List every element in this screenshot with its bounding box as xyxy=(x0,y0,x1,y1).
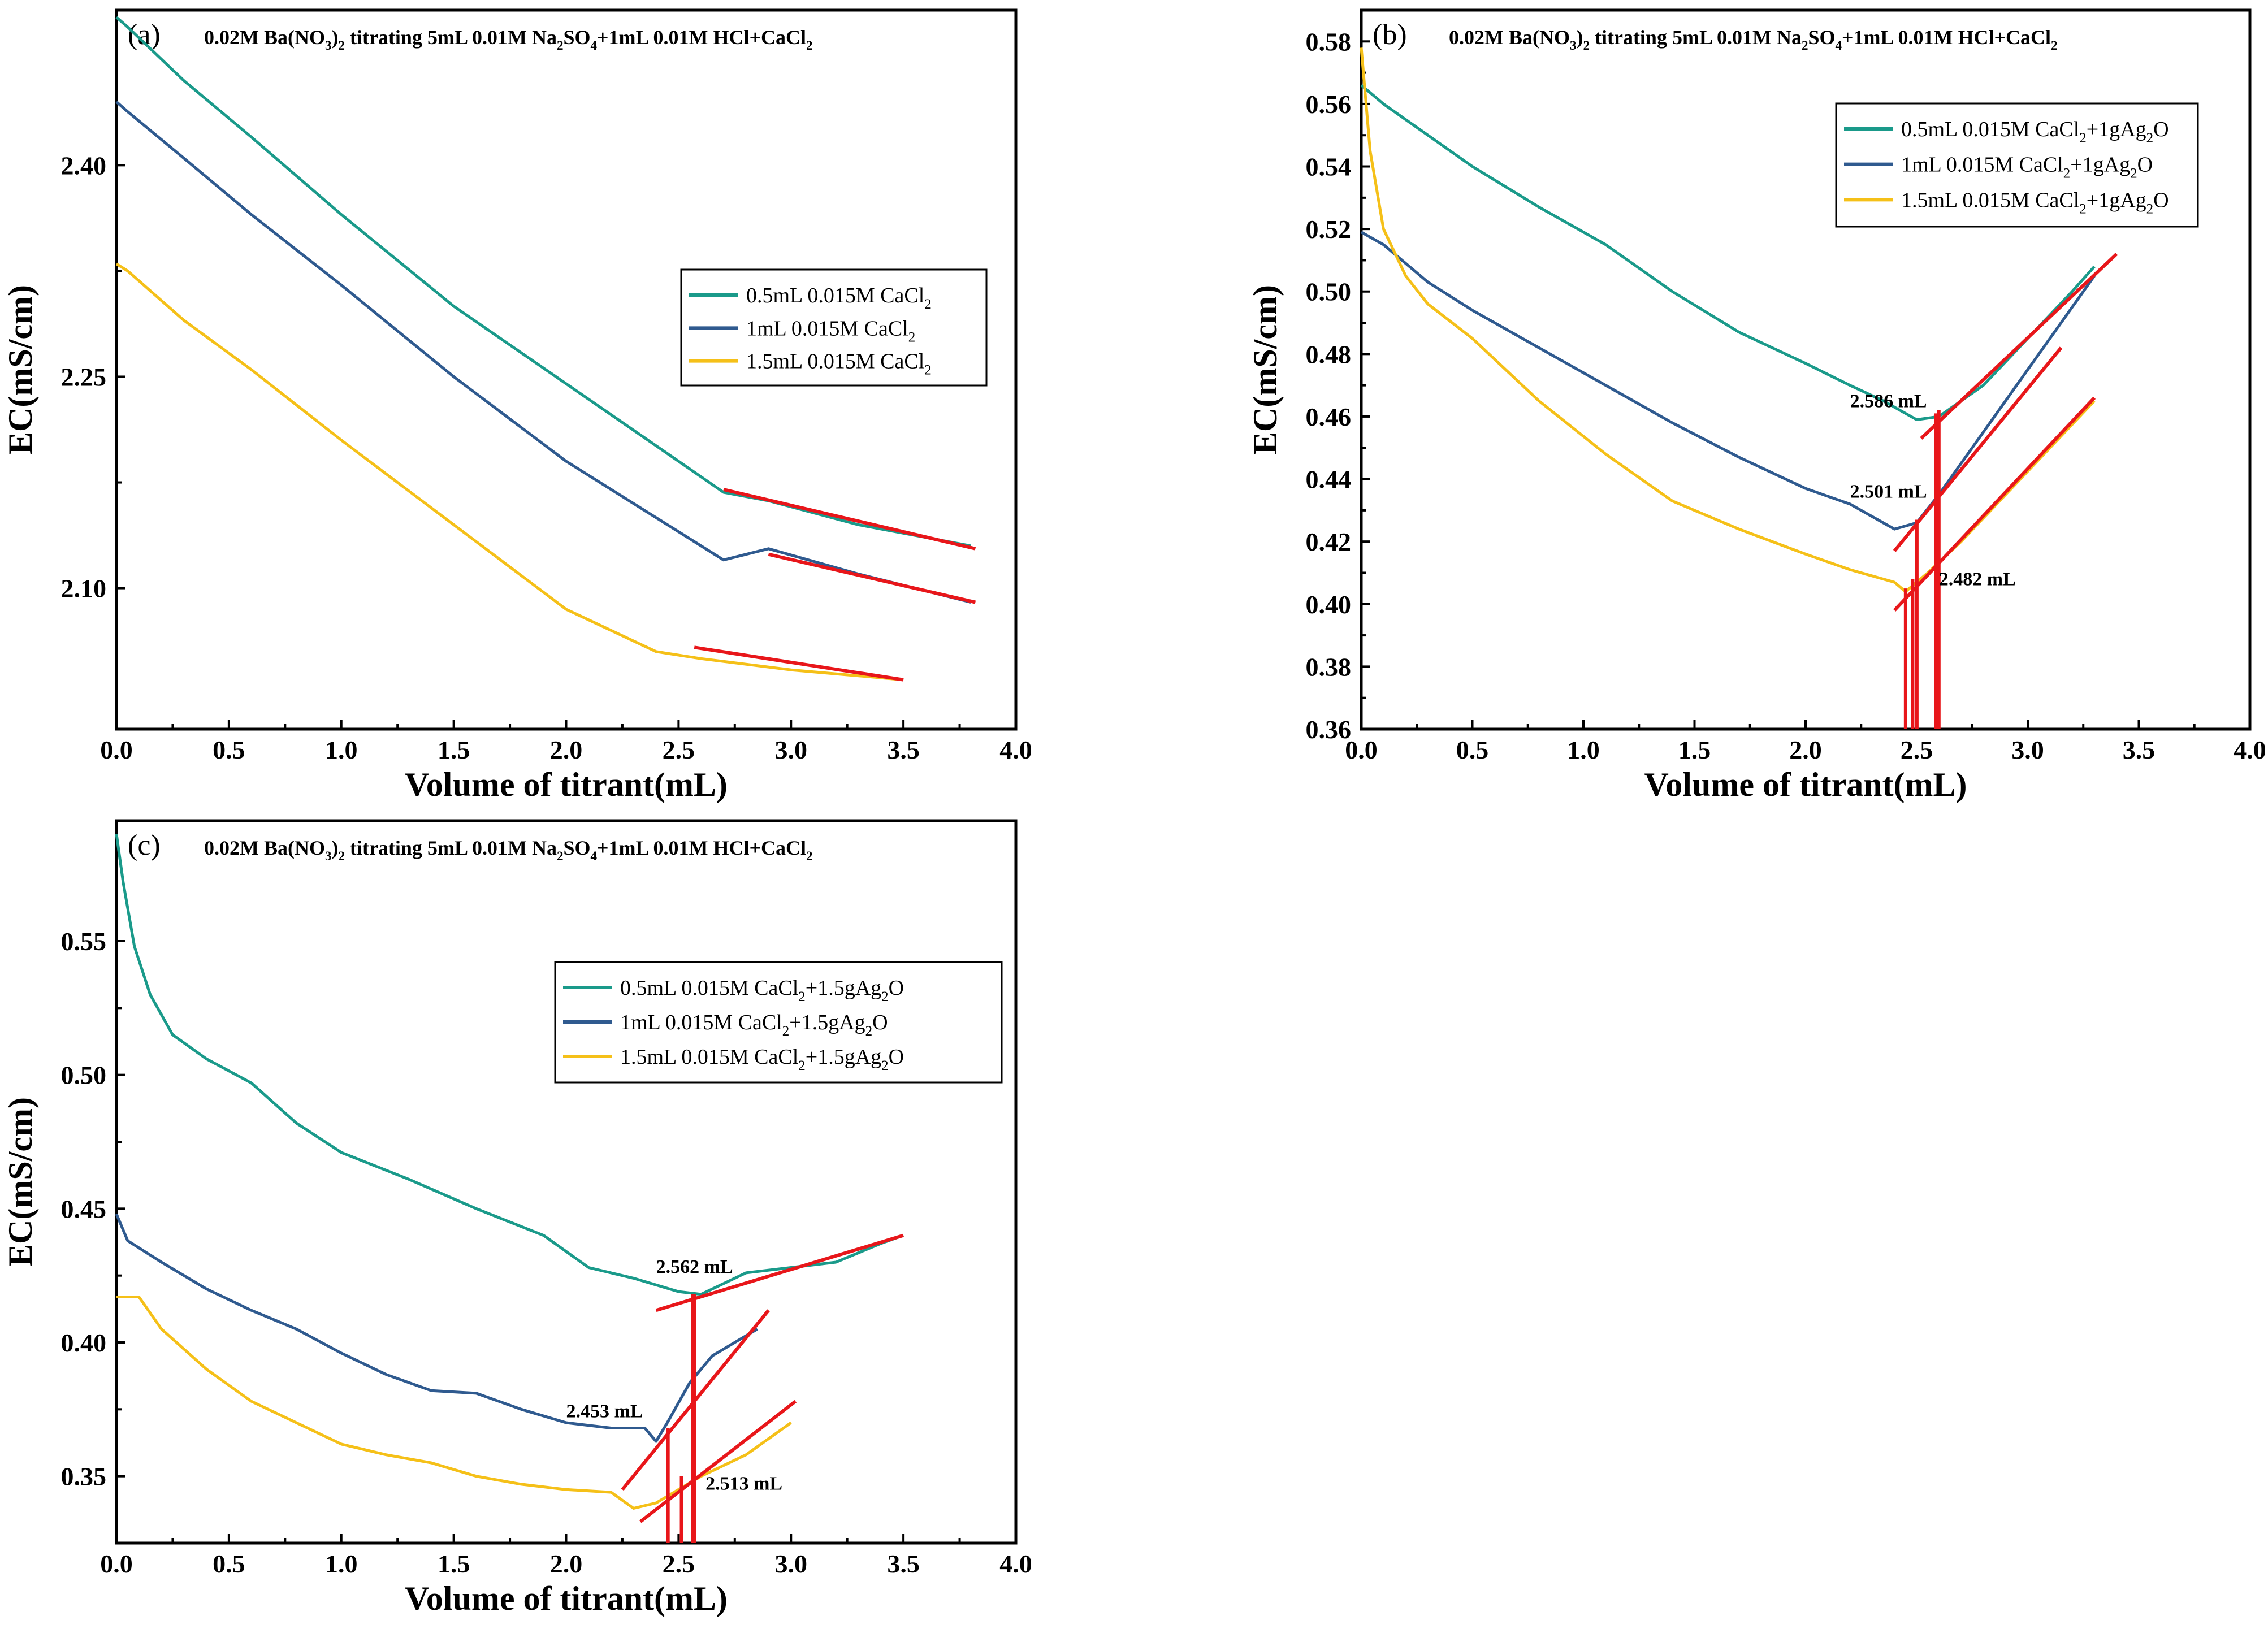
y-tick-label: 2.10 xyxy=(61,574,107,603)
x-tick-label: 2.5 xyxy=(663,735,695,764)
y-tick-label: 0.58 xyxy=(1306,27,1352,56)
fit-line-3 xyxy=(639,1400,797,1523)
x-tick-label: 0.5 xyxy=(213,1549,245,1578)
x-axis-title: Volume of titrant(mL) xyxy=(405,766,728,803)
legend-entry-1: 0.5mL 0.015M CaCl2+1gAg2O xyxy=(1901,118,2169,146)
x-tick-label: 2.5 xyxy=(1901,735,1933,764)
y-tick-label: 0.46 xyxy=(1306,402,1352,431)
endpoint-annotation-3: 2.513 mL xyxy=(705,1473,782,1494)
x-tick-label: 0.0 xyxy=(100,1549,133,1578)
y-tick-label: 0.40 xyxy=(61,1328,107,1357)
chart-panel-b: 0.0 0.5 1.0 1.5 2.0 2.5 3.0 3.5 4.0 0.36 0.38 0.40 0… xyxy=(1246,8,2266,803)
panel-title: 0.02M Ba(NO3)2 titrating 5mL 0.01M Na2SO… xyxy=(1449,26,2058,53)
endpoint-annotation-3: 2.482 mL xyxy=(1939,569,2016,590)
y-axis-title: EC(mS/cm) xyxy=(2,1097,39,1267)
chart-panel-c: 0.0 0.5 1.0 1.5 2.0 2.5 3.0 3.5 4.0 0.35 0.40 0.45 0… xyxy=(2,819,1032,1617)
legend-entry-3: 1.5mL 0.015M CaCl2+1.5gAg2O xyxy=(620,1045,904,1073)
x-tick-label: 1.0 xyxy=(1567,735,1600,764)
x-tick-label: 1.5 xyxy=(438,735,470,764)
x-tick-label: 4.0 xyxy=(2234,735,2266,764)
y-tick-label: 2.25 xyxy=(61,362,107,391)
x-tick-label: 3.0 xyxy=(775,735,808,764)
x-axis-title: Volume of titrant(mL) xyxy=(1644,766,1967,803)
legend-entry-1: 0.5mL 0.015M CaCl2+1.5gAg2O xyxy=(620,976,904,1004)
y-tick-label: 0.55 xyxy=(61,927,107,956)
legend-entry-2: 1mL 0.015M CaCl2+1.5gAg2O xyxy=(620,1011,888,1039)
x-tick-label: 4.0 xyxy=(999,735,1032,764)
series-line-2 xyxy=(115,101,972,604)
legend-box xyxy=(554,961,1003,1084)
x-tick-label: 0.0 xyxy=(100,735,133,764)
x-tick-label: 0.5 xyxy=(1456,735,1489,764)
panel-label: (a) xyxy=(128,19,161,51)
legend-entry-3: 1.5mL 0.015M CaCl2 xyxy=(746,350,932,378)
y-tick-label: 0.48 xyxy=(1306,340,1352,369)
y-tick-label: 0.50 xyxy=(1306,278,1352,306)
legend-box xyxy=(1835,102,2199,228)
x-tick-label: 1.5 xyxy=(1678,735,1711,764)
panel-label: (b) xyxy=(1373,19,1407,51)
y-tick-label: 0.54 xyxy=(1306,153,1352,181)
x-tick-label: 1.5 xyxy=(438,1549,470,1578)
x-tick-label: 2.0 xyxy=(1789,735,1822,764)
y-tick-label: 0.38 xyxy=(1306,652,1352,681)
legend-entry-2: 1mL 0.015M CaCl2+1gAg2O xyxy=(1901,153,2153,181)
fit-line-3 xyxy=(1893,396,2096,612)
series-line-2 xyxy=(115,1213,758,1443)
x-tick-label: 3.5 xyxy=(887,1549,920,1578)
y-tick-label: 0.56 xyxy=(1306,90,1352,119)
chart-panel-a: 0.0 0.5 1.0 1.5 2.0 2.5 3.0 3.5 4.0 2.10 2.25 2.40 V… xyxy=(2,8,1032,803)
x-tick-label: 4.0 xyxy=(999,1549,1032,1578)
y-tick-label: 0.52 xyxy=(1306,215,1352,244)
panel-title: 0.02M Ba(NO3)2 titrating 5mL 0.01M Na2SO… xyxy=(204,837,813,863)
y-tick-label: 0.44 xyxy=(1306,465,1352,494)
x-tick-label: 2.0 xyxy=(550,735,583,764)
fit-line-1 xyxy=(655,1233,904,1312)
x-tick-label: 3.0 xyxy=(775,1549,808,1578)
series-line-3 xyxy=(116,1296,792,1510)
x-tick-label: 2.0 xyxy=(550,1549,583,1578)
series-line-3 xyxy=(115,262,904,682)
x-tick-label: 2.5 xyxy=(663,1549,695,1578)
fit-line-3 xyxy=(694,645,904,682)
x-tick-label: 1.0 xyxy=(325,735,358,764)
x-tick-label: 3.0 xyxy=(2011,735,2044,764)
series-line-2 xyxy=(1360,231,2096,531)
x-tick-label: 3.5 xyxy=(887,735,920,764)
y-axis-title: EC(mS/cm) xyxy=(1246,285,1284,454)
fit-line-2 xyxy=(1893,346,2063,552)
x-axis-title: Volume of titrant(mL) xyxy=(405,1580,728,1617)
fit-line-2 xyxy=(768,552,976,604)
y-tick-label: 0.35 xyxy=(61,1462,107,1491)
series-line-1 xyxy=(115,834,904,1296)
x-tick-label: 0.5 xyxy=(213,735,245,764)
plot-frame xyxy=(115,819,1018,1545)
endpoint-annotation-2: 2.501 mL xyxy=(1850,482,1927,502)
y-tick-label: 0.36 xyxy=(1306,715,1352,744)
y-tick-label: 0.45 xyxy=(61,1194,107,1223)
legend-entry-3: 1.5mL 0.015M CaCl2+1gAg2O xyxy=(1901,188,2169,216)
panel-label: (c) xyxy=(128,829,161,861)
y-tick-label: 0.50 xyxy=(61,1061,107,1090)
legend-entry-1: 0.5mL 0.015M CaCl2 xyxy=(746,284,932,312)
y-tick-label: 0.40 xyxy=(1306,590,1352,619)
endpoint-annotation-2: 2.453 mL xyxy=(566,1401,643,1422)
x-tick-label: 1.0 xyxy=(325,1549,358,1578)
series-line-1 xyxy=(1360,84,2096,421)
panel-title: 0.02M Ba(NO3)2 titrating 5mL 0.01M Na2SO… xyxy=(204,26,813,53)
y-tick-label: 0.42 xyxy=(1306,527,1352,556)
fit-line-1 xyxy=(1920,253,2118,440)
endpoint-annotation-1: 2.586 mL xyxy=(1850,391,1927,411)
x-tick-label: 3.5 xyxy=(2123,735,2156,764)
endpoint-annotation-1: 2.562 mL xyxy=(656,1257,733,1277)
fit-line-1 xyxy=(723,488,976,551)
legend-entry-2: 1mL 0.015M CaCl2 xyxy=(746,317,915,345)
x-tick-label: 0.0 xyxy=(1345,735,1378,764)
y-tick-label: 2.40 xyxy=(61,151,107,180)
y-axis-title: EC(mS/cm) xyxy=(2,285,39,454)
